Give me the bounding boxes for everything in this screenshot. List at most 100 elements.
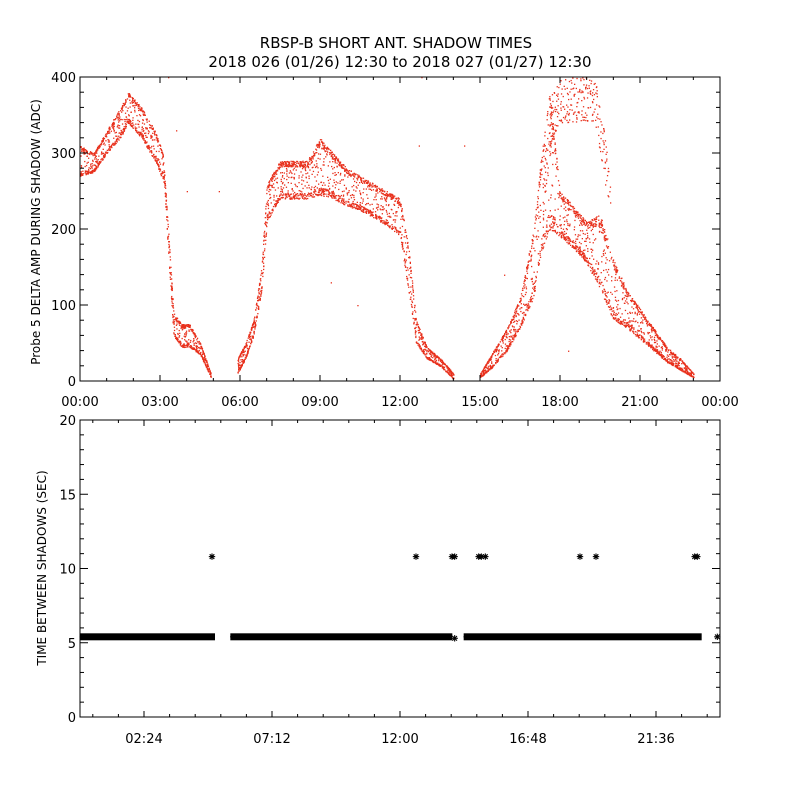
shadow-amp-point bbox=[313, 189, 316, 191]
shadow-amp-point bbox=[308, 195, 310, 197]
shadow-amp-point bbox=[181, 325, 183, 327]
shadow-amp-point bbox=[650, 328, 653, 331]
shadow-amp-point bbox=[614, 290, 616, 293]
shadow-amp-point bbox=[210, 373, 212, 376]
shadow-amp-point bbox=[350, 174, 352, 176]
shadow-amp-point bbox=[415, 311, 417, 313]
shadow-amp-point bbox=[321, 192, 323, 194]
shadow-amp-point bbox=[617, 319, 620, 322]
shadow-amp-point bbox=[274, 203, 277, 205]
shadow-amp-point bbox=[359, 203, 361, 206]
shadow-amp-point bbox=[561, 197, 563, 199]
shadow-amp-point bbox=[544, 184, 546, 187]
shadow-amp-point bbox=[400, 218, 402, 220]
shadow-amp-point bbox=[333, 154, 336, 156]
shadow-amp-point bbox=[589, 222, 591, 224]
shadow-amp-point bbox=[628, 323, 630, 325]
shadow-amp-point bbox=[431, 359, 433, 362]
shadow-amp-point bbox=[301, 162, 303, 164]
shadow-amp-point bbox=[437, 356, 439, 358]
shadow-amp-point bbox=[648, 324, 651, 326]
shadow-amp-point bbox=[274, 172, 276, 174]
shadow-amp-point bbox=[536, 201, 539, 203]
shadow-amp-point bbox=[553, 222, 555, 225]
shadow-amp-point bbox=[577, 212, 579, 214]
shadow-amp-point bbox=[265, 203, 268, 205]
shadow-amp-point bbox=[430, 350, 432, 352]
shadow-amp-point bbox=[369, 204, 371, 206]
shadow-amp-point bbox=[250, 331, 252, 333]
shadow-amp-point bbox=[405, 261, 407, 263]
shadow-amp-point bbox=[151, 145, 153, 148]
shadow-amp-point bbox=[335, 156, 337, 158]
shadow-amp-point bbox=[628, 293, 630, 295]
shadow-amp-point bbox=[241, 361, 243, 363]
shadow-amp-point bbox=[582, 251, 584, 254]
shadow-amp-point bbox=[287, 193, 289, 196]
shadow-amp-point bbox=[304, 193, 306, 195]
shadow-amp-point bbox=[121, 123, 124, 125]
shadow-amp-point bbox=[307, 172, 309, 174]
shadow-amp-point bbox=[177, 332, 179, 335]
shadow-amp-point bbox=[138, 109, 140, 112]
shadow-amp-point bbox=[196, 345, 199, 348]
shadow-amp-point bbox=[579, 230, 582, 232]
chart-subtitle: 2018 026 (01/26) 12:30 to 2018 027 (01/2… bbox=[208, 53, 591, 71]
shadow-amp-point bbox=[564, 236, 566, 238]
shadow-amp-point bbox=[401, 243, 403, 245]
shadow-amp-point bbox=[598, 282, 600, 285]
shadow-amp-point bbox=[596, 216, 598, 218]
shadow-amp-point bbox=[147, 147, 149, 149]
shadow-amp-point bbox=[290, 198, 292, 200]
shadow-amp-point bbox=[86, 173, 88, 175]
shadow-amp-point bbox=[200, 351, 202, 354]
shadow-amp-point bbox=[318, 183, 320, 185]
shadow-amp-point bbox=[162, 154, 164, 156]
shadow-amp-point bbox=[415, 341, 418, 344]
shadow-amp-point bbox=[281, 197, 284, 199]
shadow-amp-point bbox=[275, 203, 277, 206]
shadow-amp-point bbox=[334, 158, 336, 161]
shadow-amp-point bbox=[122, 110, 124, 112]
shadow-amp-point bbox=[388, 195, 390, 197]
shadow-amp-point bbox=[671, 359, 673, 362]
shadow-amp-point bbox=[380, 192, 383, 194]
shadow-amp-point bbox=[200, 346, 202, 348]
shadow-amp-point bbox=[400, 237, 402, 240]
shadow-amp-point bbox=[412, 291, 414, 293]
shadow-amp-point bbox=[195, 349, 197, 351]
shadow-amp-point bbox=[242, 361, 244, 363]
shadow-amp-point bbox=[415, 319, 417, 321]
shadow-amp-point bbox=[83, 148, 85, 150]
shadow-amp-point bbox=[532, 242, 534, 245]
shadow-amp-point bbox=[614, 299, 617, 301]
shadow-amp-point bbox=[267, 215, 269, 217]
shadow-amp-point bbox=[204, 360, 206, 362]
shadow-amp-point bbox=[378, 218, 381, 220]
shadow-amp-point bbox=[603, 238, 605, 240]
shadow-amp-point bbox=[347, 170, 350, 172]
shadow-amp-point bbox=[204, 362, 206, 364]
shadow-amp-point bbox=[581, 230, 584, 232]
shadow-amp-point bbox=[143, 130, 145, 132]
shadow-amp-point bbox=[152, 127, 154, 129]
shadow-amp-point bbox=[291, 165, 293, 168]
shadow-amp-point bbox=[257, 299, 260, 302]
shadow-amp-point bbox=[670, 361, 672, 363]
shadow-amp-point bbox=[194, 342, 196, 344]
shadow-amp-point bbox=[636, 314, 638, 316]
shadow-amp-point bbox=[323, 161, 325, 163]
shadow-amp-point bbox=[112, 123, 114, 125]
shadow-amp-point bbox=[674, 365, 676, 368]
shadow-amp-point bbox=[504, 343, 507, 345]
shadow-amp-point bbox=[401, 210, 403, 213]
shadow-amp-point bbox=[313, 153, 316, 155]
shadow-amp-point bbox=[369, 215, 371, 217]
shadow-amp-point bbox=[564, 202, 567, 204]
shadow-amp-point bbox=[557, 180, 560, 182]
shadow-amp-point bbox=[333, 197, 335, 199]
shadow-amp-point bbox=[488, 359, 490, 362]
shadow-amp-point bbox=[118, 139, 120, 141]
shadow-amp-point bbox=[584, 254, 586, 256]
shadow-amp-point bbox=[634, 311, 636, 313]
